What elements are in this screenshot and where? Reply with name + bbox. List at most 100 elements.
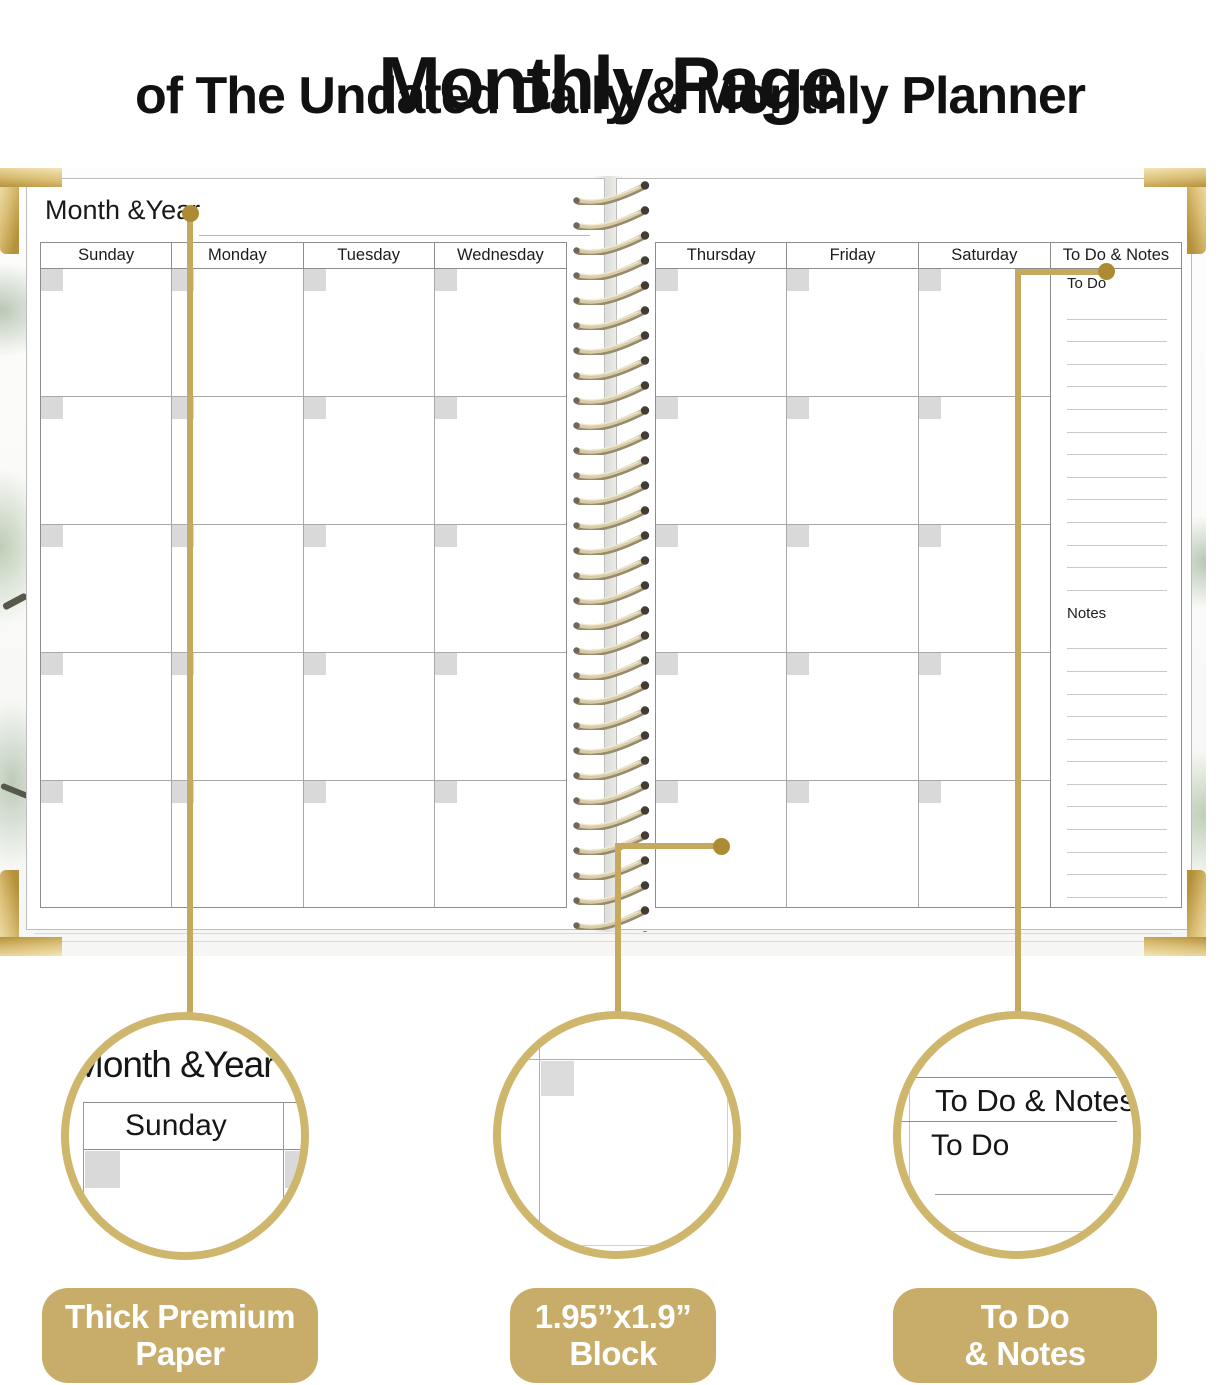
ruled-line xyxy=(1067,695,1167,718)
ruled-line xyxy=(1067,740,1167,763)
day-header-wednesday: Wednesday xyxy=(456,246,544,264)
date-square xyxy=(303,397,326,419)
gold-corner-bottom-right-icon xyxy=(1144,870,1206,956)
ruled-line xyxy=(1067,433,1167,456)
date-square xyxy=(303,525,326,547)
ruled-line xyxy=(1067,807,1167,831)
date-square xyxy=(787,653,810,675)
ruled-line xyxy=(1067,523,1167,546)
calendar-cell xyxy=(434,269,566,397)
badge-label: 1.95”x1.9” xyxy=(534,1297,692,1335)
callout-dot-month-year xyxy=(182,205,199,222)
zoom-todo-notes-header: To Do & Notes xyxy=(935,1083,1135,1118)
page-stack-edge xyxy=(34,933,1172,934)
notes-ruled-lines xyxy=(1067,627,1167,907)
calendar-cell xyxy=(918,269,1050,397)
month-year-label: Month &Year xyxy=(45,195,201,225)
badge-label: To Do xyxy=(980,1297,1070,1335)
todo-label: To Do xyxy=(1067,275,1107,292)
calendar-cell xyxy=(434,653,566,781)
grid-line xyxy=(83,1103,84,1252)
ruled-line xyxy=(1067,320,1167,343)
calendar-cell xyxy=(787,525,919,653)
date-square xyxy=(656,397,678,419)
zoom-month-year-label: Month &Year xyxy=(73,1044,276,1085)
day-header-monday: Monday xyxy=(172,243,304,268)
date-square xyxy=(656,653,678,675)
ruled-line xyxy=(1067,297,1167,320)
calendar-cell xyxy=(303,525,435,653)
date-square xyxy=(41,525,63,547)
date-square xyxy=(285,1151,301,1188)
badge-thick-premium-paper: Thick Premium Paper xyxy=(42,1288,318,1383)
date-square xyxy=(434,269,457,291)
ruled-line xyxy=(1067,365,1167,388)
ruled-line xyxy=(1067,546,1167,569)
date-square xyxy=(434,525,457,547)
grid-line xyxy=(283,1103,284,1252)
date-square xyxy=(656,781,678,803)
gold-corner-top-right-icon xyxy=(1144,168,1206,254)
grid-line xyxy=(539,1043,540,1233)
zoom-circle-block xyxy=(493,1011,741,1259)
day-header-thursday: Thursday xyxy=(656,243,788,268)
date-square xyxy=(787,525,810,547)
callout-dot-block xyxy=(713,838,730,855)
date-square xyxy=(434,653,457,675)
date-square xyxy=(541,1061,574,1096)
calendar-cell xyxy=(787,781,919,907)
badge-todo-notes: To Do & Notes xyxy=(893,1288,1157,1383)
date-square xyxy=(918,525,941,547)
calendar-cell xyxy=(656,781,788,907)
page-title: Monthly Page xyxy=(378,41,844,126)
day-header-tuesday: Tuesday xyxy=(304,243,435,268)
calendar-cell xyxy=(303,269,435,397)
ruled-line xyxy=(1067,672,1167,695)
calendar-cell xyxy=(787,269,919,397)
calendar-cell xyxy=(41,397,173,525)
page-subtitle: of The Undated Daily & Monthly Planner xyxy=(134,67,1086,125)
calendar-cell xyxy=(41,653,173,781)
badge-block-size: 1.95”x1.9” Block xyxy=(510,1288,716,1383)
calendar-cell xyxy=(434,397,566,525)
date-square xyxy=(787,269,810,291)
ruled-line xyxy=(1067,762,1167,785)
ruled-line xyxy=(913,1231,1119,1232)
grid-line xyxy=(727,1079,728,1199)
calendar-cell xyxy=(303,781,435,907)
badge-label: Thick Premium xyxy=(64,1297,296,1335)
callout-line-todo-horizontal xyxy=(1017,269,1103,275)
zoom-calendar-header: Sunday xyxy=(83,1102,301,1252)
date-square xyxy=(787,397,810,419)
calendar-cell xyxy=(787,653,919,781)
date-square xyxy=(41,269,63,291)
ruled-line xyxy=(1067,830,1167,853)
ruled-line xyxy=(1067,627,1167,650)
right-page: Thursday Friday Saturday To Do & Notes T… xyxy=(616,178,1192,930)
grid-line xyxy=(901,1121,1117,1122)
todo-ruled-lines xyxy=(1067,297,1167,591)
calendar-cell xyxy=(656,525,788,653)
date-square xyxy=(918,653,941,675)
calendar-cell xyxy=(918,781,1050,907)
calendar-cell xyxy=(303,397,435,525)
page-stack-edge xyxy=(60,941,1146,942)
ruled-line xyxy=(935,1194,1113,1195)
date-square xyxy=(303,781,326,803)
ruled-line xyxy=(1067,455,1167,478)
ruled-line xyxy=(1067,410,1167,433)
ruled-line xyxy=(1067,785,1167,808)
grid-line xyxy=(901,1077,1117,1078)
grid-line xyxy=(509,1059,733,1060)
date-square xyxy=(434,397,457,419)
calendar-cell xyxy=(656,653,788,781)
zoom-circle-todo: To Do & Notes To Do xyxy=(893,1011,1141,1259)
calendar-cell xyxy=(918,525,1050,653)
calendar-grid-left: Sunday Monday Tuesday Wednesday xyxy=(40,242,567,908)
callout-line-month-year xyxy=(187,219,193,1014)
calendar-grid-right: Thursday Friday Saturday To Do & Notes T… xyxy=(655,242,1182,908)
date-square xyxy=(787,781,810,803)
calendar-cells-right xyxy=(656,269,1050,907)
day-header-sunday: Sunday xyxy=(41,243,173,268)
leaf-decoration xyxy=(1,592,29,611)
